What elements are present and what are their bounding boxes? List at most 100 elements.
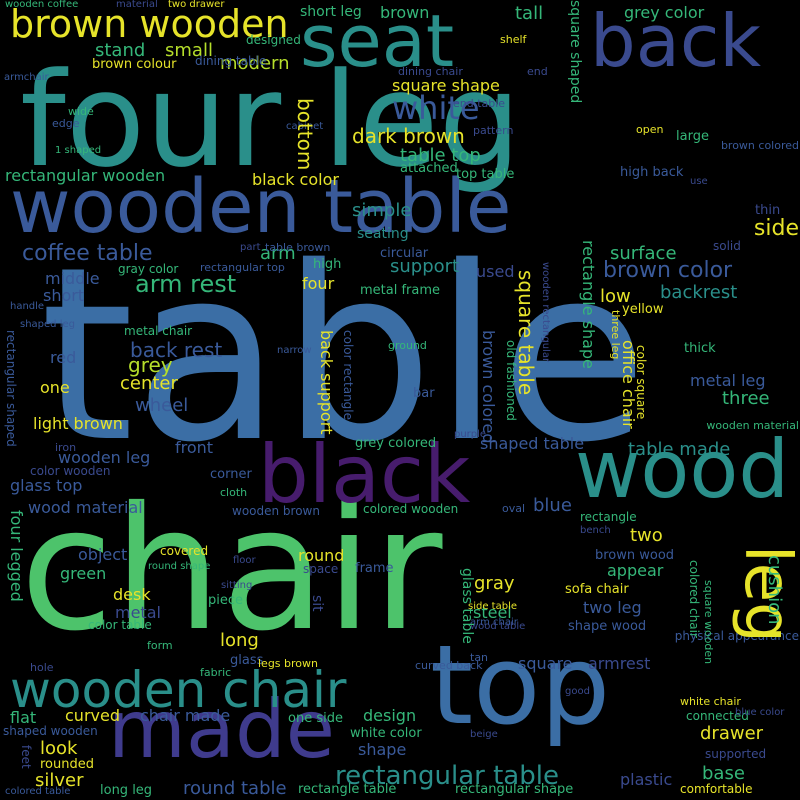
word-table-top: table top	[400, 145, 481, 166]
word-grey-color: grey color	[624, 3, 705, 22]
word-black-color: black color	[252, 170, 339, 189]
word-four-legged: four legged	[7, 510, 26, 602]
word-side: side	[753, 216, 799, 241]
word-round-table: round table	[183, 778, 287, 799]
word-four-leg: four leg	[20, 44, 522, 196]
word-hole: hole	[30, 661, 54, 674]
word-front: front	[175, 438, 214, 457]
word-thin: thin	[755, 203, 781, 218]
word-middle: middle	[45, 269, 100, 288]
word-corner: corner	[210, 467, 252, 482]
word-wooden-leg: wooden leg	[58, 448, 151, 467]
word-supported: supported	[705, 747, 767, 761]
word-iron: iron	[55, 441, 77, 454]
word-attached: attached	[400, 161, 458, 176]
word-low: low	[600, 286, 631, 307]
word-thick: thick	[684, 341, 716, 356]
word-back-rest: back rest	[130, 338, 223, 362]
word-wood: wood	[575, 423, 790, 516]
word-white-chair: white chair	[680, 695, 741, 708]
word-comfortable: comfortable	[680, 782, 753, 796]
word-brown-colored: brown colored	[479, 330, 498, 444]
word-rectangular-table: rectangular table	[335, 761, 559, 791]
word-tan: tan	[470, 651, 489, 664]
word-round-shape: round shape	[148, 561, 211, 572]
word-dining-table: dining table	[195, 54, 267, 68]
word-connected: connected	[686, 709, 749, 723]
word-handle: handle	[10, 301, 45, 312]
word-one-side: one side	[288, 711, 343, 726]
word-wooden-table: wooden table	[10, 164, 512, 250]
word-glass-top: glass top	[10, 476, 83, 495]
word-simple: simple	[352, 200, 412, 221]
word-silver: silver	[35, 770, 84, 791]
word-black: black	[258, 428, 471, 521]
word-gray-color: gray color	[118, 262, 179, 276]
word-cabinet: cabinet	[286, 121, 324, 132]
word-high-back: high back	[620, 165, 684, 180]
word-table-brown: table brown	[265, 241, 331, 254]
word-bottom: bottom	[293, 98, 317, 171]
word-form: form	[147, 639, 173, 652]
word-square-table: square table	[514, 270, 538, 396]
word-long: long	[220, 630, 259, 651]
word-use: use	[690, 176, 708, 187]
word-plastic: plastic	[620, 770, 673, 789]
word-long-leg: long leg	[100, 783, 153, 798]
word-shaped-table: shaped table	[480, 434, 585, 453]
word-covered: covered	[160, 544, 209, 558]
word-two: two	[630, 525, 663, 546]
word-made: made	[108, 683, 335, 776]
word-brown-colored: brown colored	[720, 139, 799, 152]
word-rectangle-table: rectangle table	[298, 782, 397, 797]
word-good: good	[565, 686, 590, 697]
word-brown-wood: brown wood	[595, 548, 675, 563]
word-wheel: wheel	[135, 395, 189, 416]
word-tall: tall	[515, 3, 544, 24]
word-brown: brown	[380, 3, 430, 22]
word-piece: piece	[208, 593, 244, 608]
word-desk: desk	[113, 585, 151, 604]
word-end-table: end table	[453, 97, 506, 110]
word-narrow: narrow	[277, 345, 312, 356]
word-square-wooden: square wooden	[702, 580, 715, 665]
word-wide: wide	[68, 105, 94, 118]
word-dining-chair: dining chair	[398, 65, 463, 78]
word-rectangular-wooden: rectangular wooden	[5, 166, 166, 185]
word-shaped-wooden: shaped wooden	[3, 724, 98, 738]
word-metal-frame: metal frame	[360, 283, 441, 298]
word-drawer: drawer	[700, 723, 764, 744]
word-base: base	[702, 763, 745, 784]
word-short: short	[43, 286, 85, 305]
word-red: red	[50, 348, 77, 367]
word-two-leg: two leg	[583, 598, 642, 617]
word-design: design	[363, 706, 417, 725]
word-large: large	[676, 129, 709, 144]
word-arm: arm	[260, 243, 296, 264]
word-wooden-rectangular: wooden rectangular	[540, 262, 551, 363]
word-color-wooden: color wooden	[30, 464, 111, 478]
word-fabric: fabric	[200, 666, 232, 679]
word-shaped-leg: shaped leg	[20, 319, 75, 330]
word-wooden-material: wooden material	[706, 419, 799, 432]
word-physical-appearance: physical appearance	[674, 629, 799, 643]
word-modern: modern	[220, 53, 290, 74]
word-color-square: color square	[634, 345, 648, 420]
word-round: round	[298, 546, 345, 565]
word-blue: blue	[533, 495, 572, 516]
word-space: space	[303, 562, 339, 576]
word-shape-wood: shape wood	[568, 619, 647, 634]
word-used: used	[476, 262, 515, 281]
word-white-color: white color	[350, 726, 422, 741]
word-dark-brown: dark brown	[352, 124, 465, 148]
word-square: square	[518, 654, 573, 673]
word-color-table: color table	[88, 618, 152, 632]
word-glass: glass	[230, 653, 264, 668]
word-purple: purple	[454, 429, 487, 440]
word-high: high	[313, 257, 342, 272]
word-frame: frame	[355, 561, 394, 576]
word-wooden-chair: wooden chair	[10, 661, 347, 719]
word-backrest: backrest	[660, 282, 738, 303]
word-brown-colour: brown colour	[92, 57, 177, 72]
word-glass-table: glass table	[459, 568, 475, 644]
